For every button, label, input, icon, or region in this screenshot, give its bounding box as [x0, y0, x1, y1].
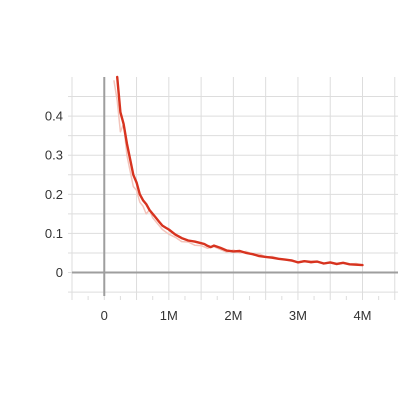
y-tick-label: 0.4: [45, 109, 63, 124]
y-tick-label: 0.1: [45, 226, 63, 241]
raw-series-line: [113, 80, 364, 266]
x-tick-label: 4M: [353, 308, 371, 323]
zero-axes: [72, 77, 398, 296]
x-tick-label: 2M: [224, 308, 242, 323]
y-tick-label: 0: [56, 265, 63, 280]
y-tick-label: 0.3: [45, 148, 63, 163]
series-lines: [113, 75, 364, 267]
x-tick-label: 0: [101, 308, 108, 323]
smoothed-series-line: [115, 75, 364, 267]
y-tick-label: 0.2: [45, 187, 63, 202]
x-tick-label: 1M: [160, 308, 178, 323]
x-tick-label: 3M: [289, 308, 307, 323]
tick-labels: 0 1M 2M 3M 4M 0 0.1 0.2 0.3 0.4: [45, 109, 372, 323]
